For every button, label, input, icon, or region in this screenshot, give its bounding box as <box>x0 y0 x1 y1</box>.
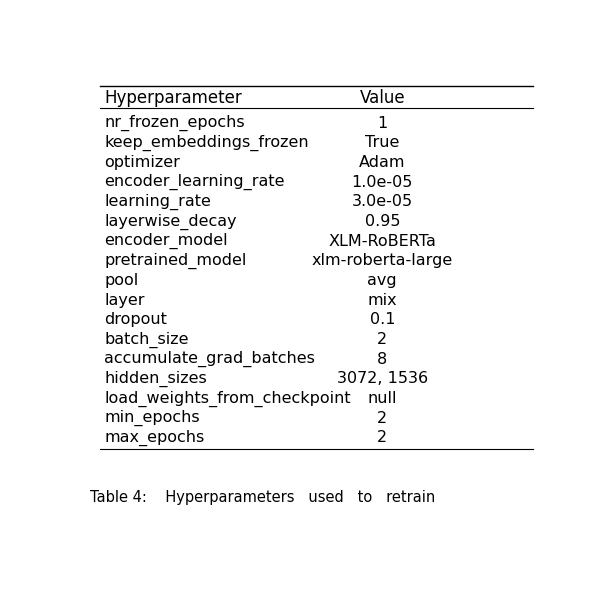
Text: dropout: dropout <box>105 313 167 328</box>
Text: Value: Value <box>359 89 405 107</box>
Text: xlm-roberta-large: xlm-roberta-large <box>312 253 453 268</box>
Text: 0.95: 0.95 <box>365 214 400 229</box>
Text: keep_embeddings_frozen: keep_embeddings_frozen <box>105 135 309 151</box>
Text: hidden_sizes: hidden_sizes <box>105 371 207 387</box>
Text: pretrained_model: pretrained_model <box>105 253 247 269</box>
Text: 3072, 1536: 3072, 1536 <box>337 371 428 386</box>
Text: nr_frozen_epochs: nr_frozen_epochs <box>105 115 245 131</box>
Text: encoder_model: encoder_model <box>105 233 228 250</box>
Text: load_weights_from_checkpoint: load_weights_from_checkpoint <box>105 391 351 407</box>
Text: 1: 1 <box>377 116 387 131</box>
Text: 0.1: 0.1 <box>370 313 395 328</box>
Text: layer: layer <box>105 293 145 308</box>
Text: 1.0e-05: 1.0e-05 <box>351 175 413 190</box>
Text: 2: 2 <box>377 410 387 425</box>
Text: XLM-RoBERTa: XLM-RoBERTa <box>328 234 436 249</box>
Text: batch_size: batch_size <box>105 331 188 347</box>
Text: null: null <box>367 391 397 406</box>
Text: optimizer: optimizer <box>105 155 180 170</box>
Text: 3.0e-05: 3.0e-05 <box>351 194 413 209</box>
Text: mix: mix <box>367 293 397 308</box>
Text: 8: 8 <box>377 352 387 367</box>
Text: learning_rate: learning_rate <box>105 194 211 210</box>
Text: layerwise_decay: layerwise_decay <box>105 214 237 230</box>
Text: encoder_learning_rate: encoder_learning_rate <box>105 174 285 190</box>
Text: 2: 2 <box>377 430 387 445</box>
Text: True: True <box>365 136 399 151</box>
Text: pool: pool <box>105 273 139 288</box>
Text: Table 4:    Hyperparameters   used   to   retrain: Table 4: Hyperparameters used to retrain <box>90 490 435 505</box>
Text: avg: avg <box>367 273 397 288</box>
Text: Adam: Adam <box>359 155 406 170</box>
Text: Hyperparameter: Hyperparameter <box>105 89 242 107</box>
Text: 2: 2 <box>377 332 387 347</box>
Text: max_epochs: max_epochs <box>105 430 204 446</box>
Text: accumulate_grad_batches: accumulate_grad_batches <box>105 351 315 367</box>
Text: min_epochs: min_epochs <box>105 410 200 426</box>
